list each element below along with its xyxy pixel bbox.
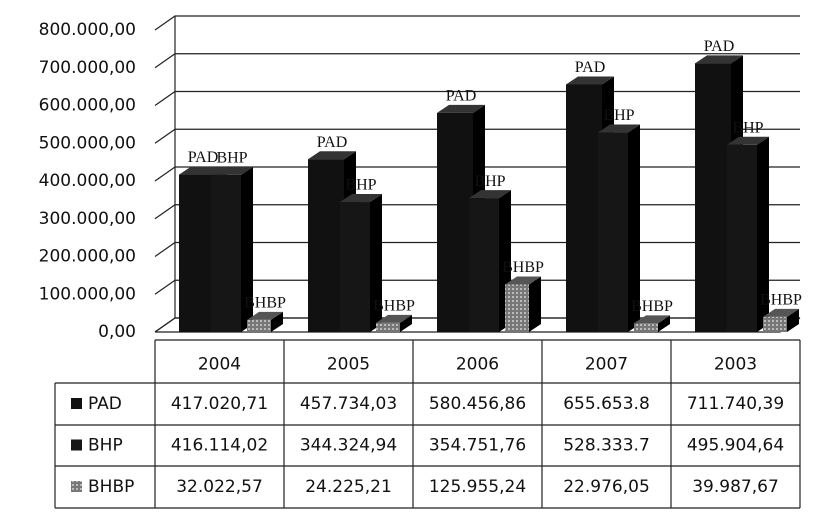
bar-label: BHBP bbox=[631, 298, 673, 315]
bar-top bbox=[211, 166, 253, 175]
legend-key bbox=[71, 439, 82, 451]
bar-top bbox=[469, 190, 511, 199]
column-header: 2007 bbox=[585, 355, 628, 375]
table-value: 495.904,64 bbox=[687, 436, 784, 456]
bar-side bbox=[658, 315, 670, 332]
bar-top bbox=[308, 151, 356, 160]
bar-side bbox=[271, 311, 283, 332]
legend-key bbox=[71, 481, 82, 492]
bar-side bbox=[529, 276, 541, 332]
bar bbox=[469, 198, 499, 332]
grid-line bbox=[154, 15, 800, 31]
y-tick-label: 0,00 bbox=[98, 322, 136, 342]
bar-top bbox=[566, 76, 614, 85]
bar-top bbox=[340, 194, 382, 203]
bar bbox=[437, 112, 473, 332]
table-value: 22.976,05 bbox=[563, 477, 650, 497]
bar-top bbox=[634, 315, 670, 324]
table-value: 580.456,86 bbox=[429, 394, 526, 414]
y-tick-label: 700.000,00 bbox=[39, 58, 136, 78]
y-tick-label: 100.000,00 bbox=[39, 284, 136, 304]
bar-label: BHBP bbox=[502, 259, 544, 276]
table-value: 457.734,03 bbox=[300, 394, 397, 414]
bar-label: PAD bbox=[704, 38, 735, 55]
bar-side bbox=[787, 308, 799, 332]
column-header: 2003 bbox=[714, 355, 757, 375]
bar-side bbox=[757, 136, 769, 332]
bar bbox=[247, 319, 271, 332]
bar bbox=[340, 202, 370, 332]
bar-label: PAD bbox=[317, 134, 348, 151]
bar-label: BHP bbox=[216, 150, 247, 167]
bar bbox=[308, 159, 344, 332]
bar bbox=[376, 322, 400, 332]
grid-line bbox=[154, 53, 800, 69]
bar-label: BHP bbox=[345, 177, 376, 194]
bar-label: PAD bbox=[575, 59, 606, 76]
bar bbox=[179, 174, 215, 332]
bar-label: BHP bbox=[603, 107, 634, 124]
bar-label: PAD bbox=[446, 88, 477, 105]
bar-side bbox=[400, 314, 412, 332]
y-tick-label: 300.000,00 bbox=[39, 209, 136, 229]
table-value: 417.020,71 bbox=[171, 394, 268, 414]
table-grid bbox=[54, 339, 801, 509]
table-value: 24.225,21 bbox=[305, 477, 392, 497]
bar bbox=[211, 174, 241, 332]
legend-key bbox=[71, 398, 82, 409]
bar-label: BHP bbox=[732, 119, 763, 136]
bar-top bbox=[505, 276, 541, 285]
bar-top bbox=[727, 136, 769, 145]
legend-label: BHP bbox=[88, 436, 123, 456]
legend-label: PAD bbox=[88, 394, 122, 414]
bar-top bbox=[437, 104, 485, 113]
y-tick-label: 400.000,00 bbox=[39, 171, 136, 191]
bar bbox=[505, 284, 529, 332]
column-header: 2006 bbox=[456, 355, 499, 375]
bar bbox=[598, 132, 628, 332]
table-value: 32.022,57 bbox=[176, 477, 263, 497]
table-value: 655.653.8 bbox=[563, 394, 650, 414]
y-tick-label: 200.000,00 bbox=[39, 247, 136, 267]
table-value: 528.333.7 bbox=[563, 436, 650, 456]
column-header: 2004 bbox=[198, 355, 241, 375]
bar bbox=[634, 323, 658, 332]
bar bbox=[695, 63, 731, 333]
table-value: 416.114,02 bbox=[171, 436, 268, 456]
bar-label: BHBP bbox=[760, 292, 802, 309]
bar bbox=[763, 316, 787, 332]
bar-top bbox=[247, 311, 283, 320]
legend-label: BHBP bbox=[88, 477, 134, 497]
bar-side bbox=[241, 166, 253, 332]
table-value: 354.751,76 bbox=[429, 436, 526, 456]
table-value: 125.955,24 bbox=[429, 477, 526, 497]
bar-label: BHP bbox=[474, 173, 505, 190]
bar-top bbox=[695, 55, 743, 64]
table-value: 344.324,94 bbox=[300, 436, 397, 456]
column-header: 2005 bbox=[327, 355, 370, 375]
bar-top bbox=[376, 314, 412, 323]
bar-label: BHBP bbox=[244, 295, 286, 312]
bar bbox=[727, 144, 757, 332]
bar-side bbox=[628, 124, 640, 332]
y-tick-label: 500.000,00 bbox=[39, 133, 136, 153]
y-tick-label: 800.000,00 bbox=[39, 20, 136, 40]
table-value: 39.987,67 bbox=[692, 477, 779, 497]
y-tick-label: 600.000,00 bbox=[39, 96, 136, 116]
table-value: 711.740,39 bbox=[687, 394, 784, 414]
bar-top bbox=[763, 308, 799, 317]
bar-label: PAD bbox=[188, 149, 219, 166]
bar-side bbox=[370, 194, 382, 332]
bar-label: BHBP bbox=[373, 298, 415, 315]
bar-top bbox=[598, 124, 640, 133]
bar bbox=[566, 84, 602, 332]
